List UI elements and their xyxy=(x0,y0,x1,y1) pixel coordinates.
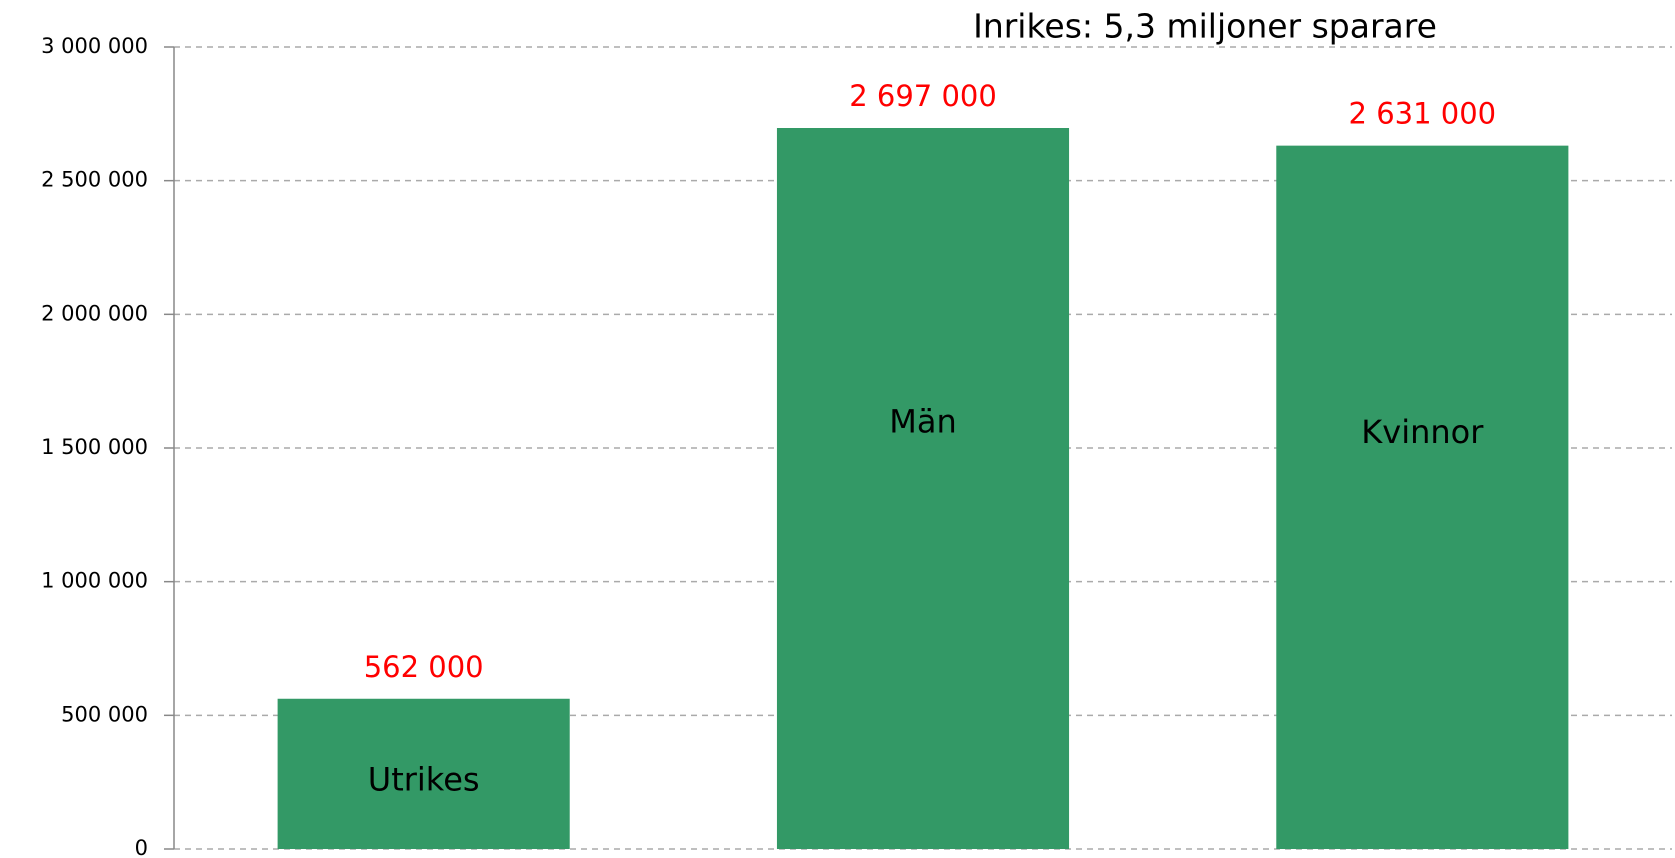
annotation: Inrikes: 5,3 miljoner sparare xyxy=(973,7,1437,46)
y-tick-label: 3 000 000 xyxy=(41,34,148,58)
y-tick-label: 1 500 000 xyxy=(41,435,148,459)
category-label: Män xyxy=(889,403,957,441)
value-label: 2 631 000 xyxy=(1349,97,1497,131)
value-label: 562 000 xyxy=(364,650,484,684)
y-tick-label: 2 000 000 xyxy=(41,301,148,325)
bar xyxy=(776,128,1070,849)
value-label: 2 697 000 xyxy=(849,79,997,113)
bar xyxy=(277,698,570,849)
category-label: Utrikes xyxy=(368,760,480,798)
y-tick-label: 500 000 xyxy=(61,702,148,726)
bar xyxy=(1276,145,1569,849)
y-tick-label: 2 500 000 xyxy=(41,168,148,192)
category-label: Kvinnor xyxy=(1361,413,1484,451)
y-tick-label: 0 xyxy=(135,836,148,858)
y-tick-label: 1 000 000 xyxy=(41,569,148,593)
